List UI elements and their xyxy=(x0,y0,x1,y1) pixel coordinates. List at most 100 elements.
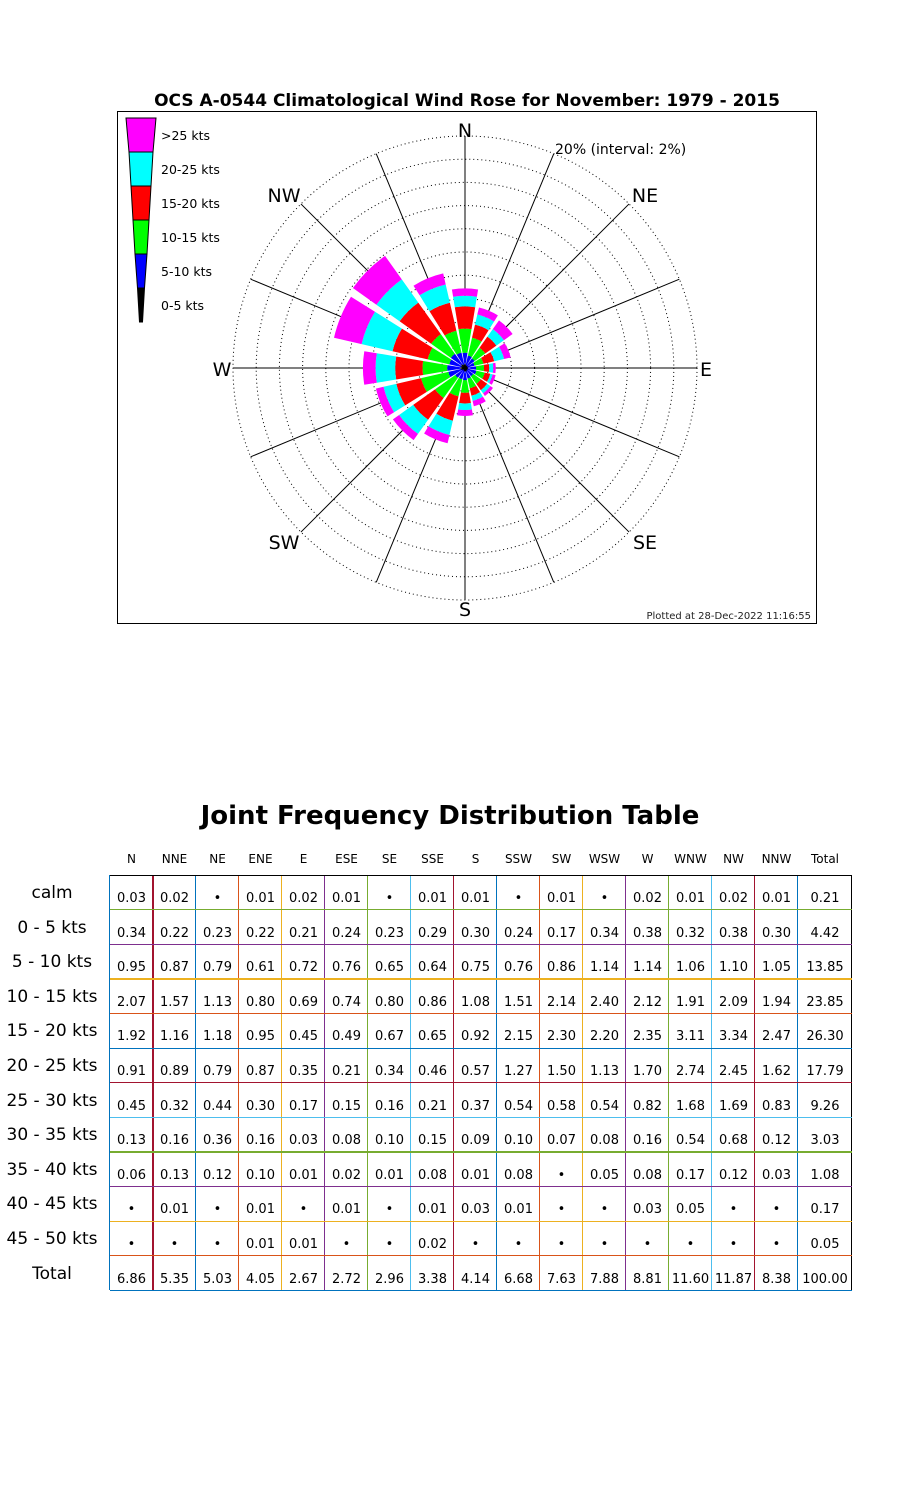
table-cell: 3.03 xyxy=(810,1133,840,1149)
rose-bar-s xyxy=(459,392,471,404)
table-cell: 2.12 xyxy=(633,994,662,1010)
table-cell: 0.17 xyxy=(676,1167,705,1183)
rose-bar-wnw xyxy=(461,366,465,368)
table-cell: 1.91 xyxy=(676,994,705,1010)
rose-bar-ene xyxy=(467,362,475,368)
table-cell: 0.54 xyxy=(676,1133,705,1149)
legend-label: >25 kts xyxy=(161,128,210,143)
table-cell: 2.40 xyxy=(590,994,619,1010)
rose-bar-ese xyxy=(487,373,493,384)
wind-rose-chart: OCS A-0544 Climatological Wind Rose for … xyxy=(117,91,817,624)
table-cell: 23.85 xyxy=(806,994,844,1010)
row-label: 5 - 10 kts xyxy=(11,952,93,973)
rose-bar-n xyxy=(453,295,477,308)
rose-bar-sw xyxy=(435,375,458,398)
rose-bar-ssw xyxy=(449,377,463,397)
grid-line xyxy=(110,1047,852,1049)
rose-bar-e xyxy=(488,363,494,373)
rose-bar-nne xyxy=(475,314,495,331)
table-cell: 0.01 xyxy=(246,1237,275,1252)
grid-line xyxy=(110,1220,852,1222)
row-label: Total xyxy=(32,1263,72,1284)
table-cell: 0.89 xyxy=(160,1064,189,1079)
table-cell: 0.16 xyxy=(375,1098,404,1114)
rose-bar-nnw xyxy=(429,302,457,336)
table-cell: 2.96 xyxy=(375,1271,404,1287)
rose-bar-ese xyxy=(489,374,496,385)
table-cell: 0.15 xyxy=(332,1098,361,1114)
table-cell: 0.09 xyxy=(461,1133,490,1149)
table-cell: 2.07 xyxy=(117,994,146,1010)
table-cell: 0.12 xyxy=(203,1167,232,1183)
table-cell: 1.70 xyxy=(633,1064,662,1079)
row-label: 45 - 50 kts xyxy=(6,1229,98,1249)
rose-bar-nw xyxy=(399,302,441,344)
table-cell: 0.01 xyxy=(289,1167,318,1183)
table-cell: 8.38 xyxy=(762,1271,791,1287)
column-header: WSW xyxy=(588,852,621,866)
table-cell: 2.35 xyxy=(633,1029,662,1045)
rose-bar-wsw xyxy=(448,368,462,378)
rose-bar-sse xyxy=(471,392,483,401)
legend-swatch xyxy=(134,253,148,289)
compass-label-nw: NW xyxy=(268,185,301,207)
legend-label: 10-15 kts xyxy=(161,230,220,245)
table-cell: 1.16 xyxy=(160,1029,189,1045)
table-cell: 0.30 xyxy=(461,925,490,941)
plot-frame xyxy=(117,111,817,624)
compass-label-sw: SW xyxy=(269,532,300,554)
table-cell: 1.14 xyxy=(633,960,662,976)
table-cell: 0.17 xyxy=(289,1098,318,1114)
table-cell: • xyxy=(170,1237,179,1252)
table-cell: 7.63 xyxy=(547,1271,576,1287)
table-cell: 8.81 xyxy=(633,1271,662,1287)
table-cell: 0.01 xyxy=(461,1167,490,1183)
rose-bar-wnw xyxy=(392,328,433,360)
table-cell: 0.05 xyxy=(810,1237,840,1252)
table-cell: 0.80 xyxy=(375,994,404,1010)
column-header: NE xyxy=(209,852,226,866)
table-cell: 0.10 xyxy=(375,1133,404,1149)
table-cell: 1.08 xyxy=(461,994,490,1010)
table-cell: 0.69 xyxy=(289,994,318,1010)
table-cell: 0.36 xyxy=(203,1133,232,1149)
table-cell: 0.68 xyxy=(719,1133,748,1149)
legend-swatch xyxy=(132,219,150,255)
column-header: Total xyxy=(810,852,840,866)
column-header: S xyxy=(471,852,480,866)
table-cell: 0.08 xyxy=(332,1133,361,1149)
table-cell: 0.01 xyxy=(375,1167,404,1183)
table-cell: 0.34 xyxy=(117,925,146,941)
rose-bar-ne xyxy=(466,358,475,367)
table-cell: 0.79 xyxy=(203,960,232,976)
rose-bar-sse xyxy=(465,368,467,372)
table-cell: 1.18 xyxy=(203,1029,232,1045)
table-cell: 0.13 xyxy=(160,1167,189,1183)
table-cell: 0.01 xyxy=(504,1202,533,1218)
column-header: E xyxy=(299,852,308,866)
table-cell: 0.08 xyxy=(590,1133,619,1149)
table-cell: 17.79 xyxy=(806,1064,844,1079)
table-cell: 0.32 xyxy=(160,1098,189,1114)
table-cell: 0.01 xyxy=(289,1237,318,1252)
table-cell: 0.64 xyxy=(418,960,447,976)
row-label: 40 - 45 kts xyxy=(6,1194,98,1215)
table-cell: 1.13 xyxy=(203,994,232,1010)
table-cell: 0.29 xyxy=(418,925,447,941)
grid-line xyxy=(110,874,852,876)
rose-bar-ene xyxy=(465,366,468,368)
rose-bar-ne xyxy=(471,347,486,362)
table-cell: 0.02 xyxy=(332,1167,361,1183)
grid-spoke xyxy=(464,367,630,533)
rose-bar-ese xyxy=(482,372,491,382)
table-cell: • xyxy=(557,1237,566,1252)
table-cell: 0.01 xyxy=(418,891,447,906)
table-cell: 0.67 xyxy=(375,1029,404,1045)
table-cell: 0.45 xyxy=(117,1098,146,1114)
rose-bar-ssw xyxy=(436,392,459,421)
rose-bar-sw xyxy=(463,368,465,370)
grid-line xyxy=(109,875,111,1291)
rose-bar-e xyxy=(467,366,477,370)
plot-timestamp: Plotted at 28-Dec-2022 11:16:55 xyxy=(646,611,811,622)
grid-line xyxy=(110,943,852,945)
